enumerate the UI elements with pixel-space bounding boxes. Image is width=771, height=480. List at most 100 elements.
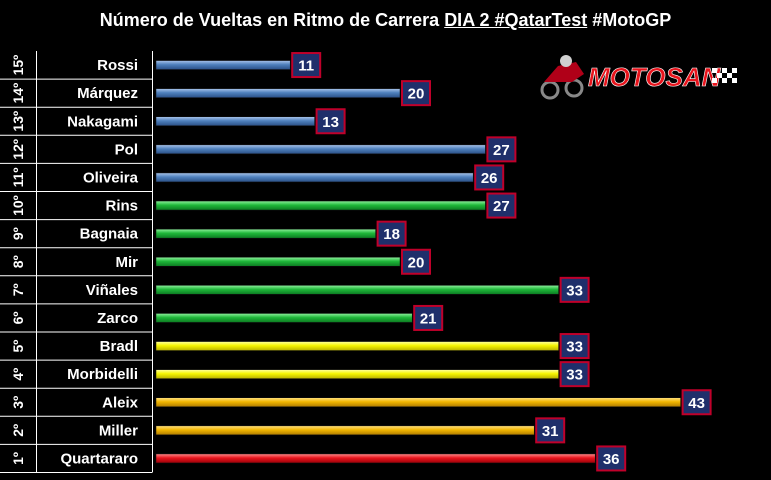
bar (155, 313, 413, 323)
motosan-logo: MOTOSAN (540, 55, 737, 100)
motorbike-icon (540, 55, 584, 100)
chart-row: 15º Rossi 11 (0, 52, 322, 80)
value-label: 20 (408, 86, 425, 103)
rider-name: Oliveira (83, 169, 139, 186)
position-label: 11º (10, 167, 26, 187)
value-label-box (559, 276, 590, 303)
value-label-box (474, 164, 505, 191)
title-underlined: DIA 2 #QatarTest (444, 10, 588, 30)
position-label: 1º (10, 452, 26, 465)
value-label: 20 (408, 254, 425, 271)
bar (155, 228, 376, 239)
bar (155, 341, 559, 351)
value-label: 27 (493, 142, 510, 159)
chart-row: 11º Oliveira 26 (0, 164, 505, 192)
bar (155, 453, 596, 464)
value-label-box (559, 333, 590, 360)
rider-name: Viñales (86, 282, 138, 299)
rider-name: Márquez (77, 85, 138, 102)
position-label: 15º (10, 55, 26, 76)
checkered-flag-icon (712, 68, 737, 83)
chart-row: 14º Márquez 20 (0, 80, 431, 108)
position-label: 2º (10, 424, 26, 437)
chart-row: 8º Mir 20 (0, 248, 431, 277)
chart-rows: 15º Rossi 11 14º Márquez 20 13º Nakagami 13 12º Po… (0, 51, 712, 473)
position-label: 10º (10, 195, 26, 216)
rider-name: Pol (115, 141, 138, 158)
value-label: 33 (566, 282, 583, 299)
position-label: 6º (10, 311, 26, 324)
chart-row: 2º Miller 31 (0, 417, 566, 445)
bar (155, 257, 401, 267)
value-label: 26 (481, 170, 498, 187)
value-label-box (486, 136, 517, 163)
value-label-box (535, 417, 566, 444)
bar (155, 200, 486, 211)
rider-name: Nakagami (67, 113, 138, 130)
rider-name: Bagnaia (80, 226, 139, 243)
rider-name: Rins (105, 198, 138, 215)
value-label-box (291, 52, 322, 79)
rider-name: Bradl (100, 338, 138, 355)
chart-row: 4º Morbidelli 33 (0, 361, 590, 389)
value-label: 36 (603, 451, 620, 468)
rider-name: Mir (116, 254, 139, 271)
rider-name: Aleix (102, 394, 139, 411)
bar (155, 369, 559, 379)
value-label-box (413, 304, 444, 331)
chart-row: 1º Quartararo 36 (0, 445, 627, 473)
bar (155, 425, 535, 436)
value-label: 13 (322, 114, 339, 131)
bar (155, 60, 291, 70)
bar (155, 285, 559, 295)
bar (155, 144, 486, 155)
rider-name: Quartararo (60, 450, 138, 467)
value-label: 21 (420, 310, 437, 327)
position-label: 9º (10, 227, 26, 240)
position-label: 8º (10, 255, 26, 268)
value-label: 31 (542, 423, 559, 440)
position-label: 14º (10, 83, 26, 104)
rider-name: Miller (99, 422, 138, 439)
value-label-box (681, 389, 712, 416)
value-label-box (596, 445, 627, 472)
rider-name: Zarco (97, 310, 138, 327)
chart-title: Número de Vueltas en Ritmo de Carrera DI… (0, 10, 771, 31)
chart-row: 3º Aleix 43 (0, 389, 712, 417)
position-label: 4º (10, 368, 26, 381)
chart-row: 13º Nakagami 13 (0, 108, 346, 136)
position-label: 13º (10, 111, 26, 132)
value-label-box (401, 248, 431, 275)
value-label-box (559, 361, 590, 388)
title-prefix: Número de Vueltas en Ritmo de Carrera (99, 10, 445, 30)
chart-row: 5º Bradl 33 (0, 333, 590, 361)
position-label: 5º (10, 340, 26, 353)
chart-row: 10º Rins 27 (0, 192, 517, 221)
chart-row: 7º Viñales 33 (0, 276, 590, 305)
value-label: 18 (383, 226, 400, 243)
value-label: 33 (566, 367, 583, 384)
rider-name: Morbidelli (67, 366, 138, 383)
position-label: 12º (10, 139, 26, 160)
title-suffix: #MotoGP (587, 10, 672, 30)
value-label-box (401, 80, 431, 107)
chart-row: 12º Pol 27 (0, 136, 517, 164)
value-label-box (486, 192, 517, 219)
position-label: 3º (10, 396, 26, 409)
bar (155, 116, 315, 126)
value-label: 33 (566, 339, 583, 356)
position-label: 7º (10, 283, 26, 296)
bar (155, 88, 401, 98)
value-label-box (315, 108, 346, 135)
bar (155, 397, 681, 407)
bar (155, 172, 474, 183)
value-label: 43 (688, 395, 705, 412)
value-label-box (376, 220, 407, 247)
chart-row: 6º Zarco 21 (0, 304, 444, 333)
logo-text: MOTOSAN (588, 62, 722, 92)
rider-name: Rossi (97, 57, 138, 74)
value-label: 11 (298, 58, 314, 75)
value-label: 27 (493, 198, 510, 215)
chart-row: 9º Bagnaia 18 (0, 220, 407, 249)
